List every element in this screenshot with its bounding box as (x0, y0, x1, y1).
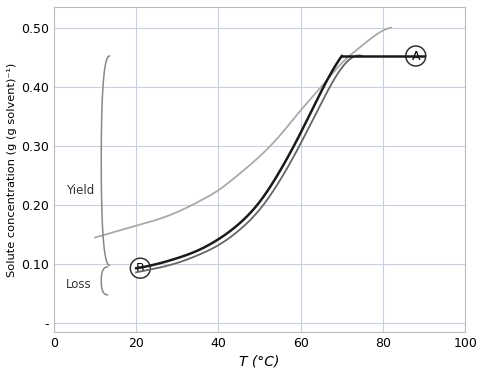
Text: Yield: Yield (66, 184, 94, 196)
Text: B: B (136, 262, 145, 275)
Text: A: A (411, 50, 420, 63)
X-axis label: T (°C): T (°C) (240, 354, 280, 368)
Y-axis label: Solute concentration (g (g solvent)⁻¹): Solute concentration (g (g solvent)⁻¹) (7, 62, 17, 277)
Text: Loss: Loss (66, 278, 92, 291)
